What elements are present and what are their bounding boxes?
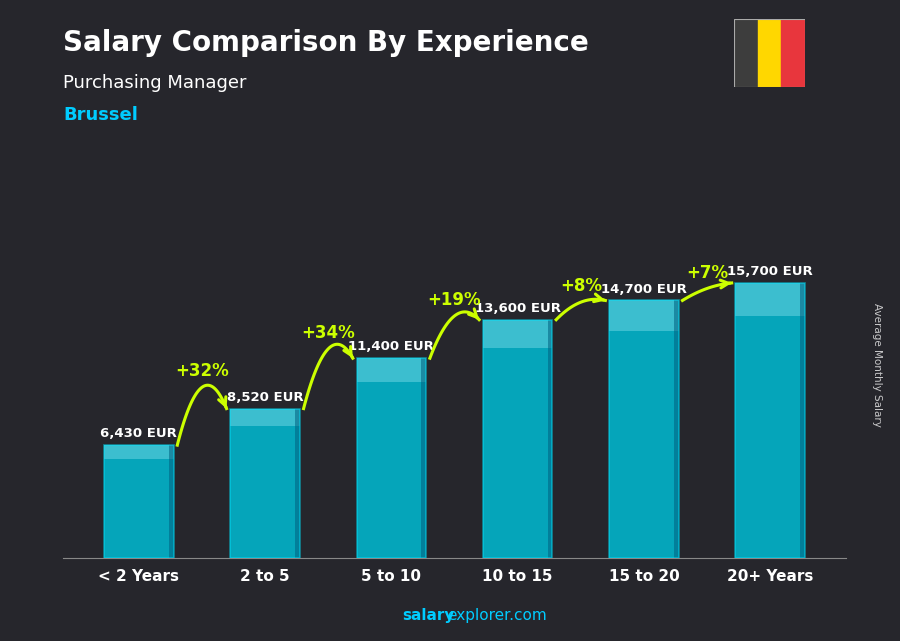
Bar [168,445,174,558]
Bar [735,283,805,558]
Bar [104,445,174,459]
Bar [230,408,300,426]
Bar [356,358,426,382]
Bar [547,320,553,558]
Bar [609,301,679,558]
Bar [609,301,679,558]
Text: 13,600 EUR: 13,600 EUR [474,302,561,315]
Text: 11,400 EUR: 11,400 EUR [348,340,435,353]
Bar [735,283,805,558]
Bar [735,283,805,316]
Bar [781,19,806,87]
Text: 8,520 EUR: 8,520 EUR [227,390,303,404]
Bar [800,283,805,558]
Bar [483,320,553,558]
Bar [674,301,679,558]
Text: 14,700 EUR: 14,700 EUR [601,283,687,296]
Bar [421,358,426,558]
Text: Salary Comparison By Experience: Salary Comparison By Experience [63,29,589,57]
Bar [230,408,300,558]
Bar [356,358,426,558]
Bar [483,320,553,558]
Text: 6,430 EUR: 6,430 EUR [100,427,177,440]
Bar [230,408,300,558]
Text: +8%: +8% [560,278,602,296]
Text: explorer.com: explorer.com [447,608,547,623]
Bar [734,19,758,87]
Text: salary: salary [402,608,454,623]
Text: +32%: +32% [175,362,229,381]
Text: 15,700 EUR: 15,700 EUR [727,265,813,278]
Bar [758,19,781,87]
Text: Average Monthly Salary: Average Monthly Salary [872,303,883,428]
Bar [104,445,174,558]
Text: Purchasing Manager: Purchasing Manager [63,74,247,92]
Bar [483,320,553,348]
Text: +7%: +7% [686,263,728,281]
Bar [609,301,679,331]
Text: +19%: +19% [428,291,482,309]
Text: Brussel: Brussel [63,106,138,124]
Bar [295,408,300,558]
Bar [104,445,174,558]
Bar [356,358,426,558]
Text: +34%: +34% [302,324,356,342]
